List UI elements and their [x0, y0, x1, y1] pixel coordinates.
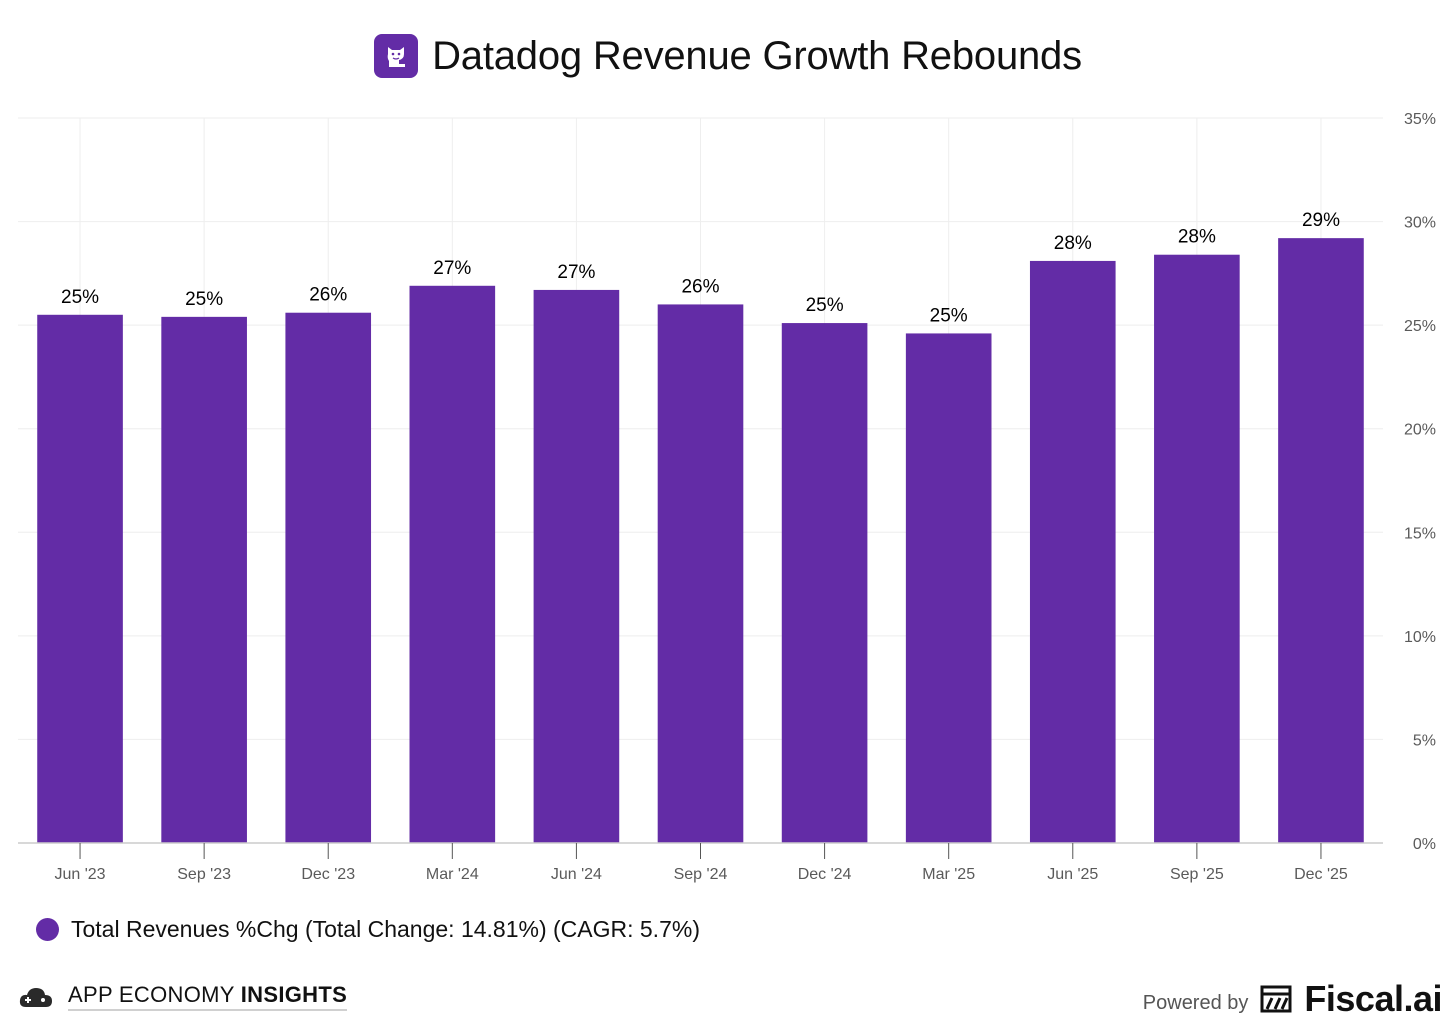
legend-swatch [36, 918, 59, 941]
data-label: 26% [681, 276, 719, 297]
x-tick-label: Jun '25 [1047, 866, 1098, 883]
bar[interactable] [1154, 254, 1240, 843]
x-tick-label: Mar '25 [922, 866, 975, 883]
x-tick-label: Dec '23 [301, 866, 355, 883]
powered-by-label: Powered by [1142, 991, 1249, 1014]
x-tick-label: Jun '24 [551, 866, 602, 883]
datadog-logo [374, 34, 419, 78]
x-tick-label: Mar '24 [426, 866, 479, 883]
legend-label: Total Revenues %Chg (Total Change: 14.81… [71, 916, 700, 942]
datadog-dog-icon [387, 47, 406, 67]
bar[interactable] [1029, 260, 1116, 843]
y-tick-label: 10% [1404, 629, 1436, 646]
bar[interactable] [781, 323, 868, 843]
bar[interactable] [285, 312, 372, 843]
data-label: 27% [557, 262, 595, 283]
x-axis: Jun '23 Sep '23 Dec '23 Mar '24 Jun '24 Sep '… [18, 842, 1383, 883]
bar-chart: 25% 25% 26% 27% 27% 26% 25% 25% 28% 28% 29% Jun '2… [18, 111, 1436, 883]
bar[interactable] [161, 316, 247, 843]
y-tick-label: 30% [1404, 215, 1436, 232]
bar[interactable] [1278, 238, 1364, 844]
page-title: Datadog Revenue Growth Rebounds [432, 33, 1082, 78]
bar[interactable] [409, 285, 496, 843]
data-label: 25% [61, 287, 99, 308]
fiscal-ai-logo-icon [1260, 985, 1292, 1013]
data-label: 25% [930, 305, 968, 326]
bar[interactable] [905, 333, 992, 843]
cloud-gamepad-icon [19, 987, 52, 1007]
bar[interactable] [37, 314, 123, 843]
bar[interactable] [657, 304, 744, 843]
x-tick-label: Dec '24 [798, 866, 852, 883]
data-label: 28% [1178, 227, 1216, 248]
app-economy-insights-brand: APP ECONOMY INSIGHTS [18, 982, 348, 1011]
bar[interactable] [533, 289, 620, 843]
bar-labels-layer: 25% 25% 26% 27% 27% 26% 25% 25% 28% 28% 29% [61, 210, 1340, 326]
data-label: 28% [1054, 233, 1092, 254]
brand-name: APP ECONOMY INSIGHTS [68, 982, 348, 1011]
legend[interactable]: Total Revenues %Chg (Total Change: 14.81… [36, 916, 700, 943]
y-tick-label: 5% [1413, 732, 1436, 749]
y-tick-label: 20% [1404, 422, 1436, 439]
x-tick-label: Dec '25 [1294, 866, 1348, 883]
data-label: 26% [309, 285, 347, 306]
y-axis: 0% 5% 10% 15% 20% 25% 30% 35% [1404, 111, 1436, 853]
chart-title-row: Datadog Revenue Growth Rebounds [0, 28, 1456, 84]
y-tick-label: 25% [1404, 318, 1436, 335]
x-tick-label: Sep '25 [1170, 866, 1224, 883]
data-label: 25% [806, 295, 844, 316]
x-tick-label: Sep '24 [674, 866, 728, 883]
data-label: 27% [433, 258, 471, 279]
bars-layer [37, 238, 1364, 844]
fiscal-ai-name: Fiscal.ai [1304, 978, 1442, 1019]
data-label: 25% [185, 289, 223, 310]
x-tick-label: Jun '23 [54, 866, 105, 883]
y-tick-label: 15% [1404, 525, 1436, 542]
y-tick-label: 35% [1404, 111, 1436, 128]
fiscal-ai-brand: Powered by Fiscal.ai [1142, 978, 1443, 1020]
x-tick-label: Sep '23 [177, 866, 231, 883]
data-label: 29% [1302, 210, 1340, 231]
y-tick-label: 0% [1413, 836, 1436, 853]
